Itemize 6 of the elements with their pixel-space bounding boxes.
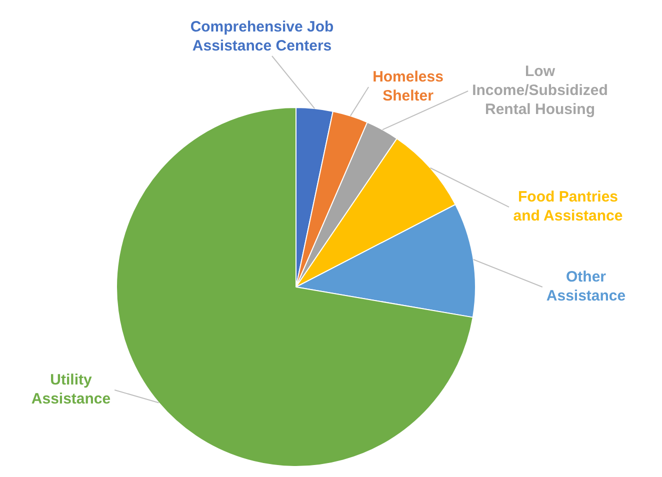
slice-label: Food Pantries and Assistance	[513, 188, 623, 225]
slice-label: Low Income/Subsidized Rental Housing	[472, 63, 608, 118]
slice-label: Comprehensive Job Assistance Centers	[190, 18, 334, 55]
slice-label: Utility Assistance	[31, 372, 111, 408]
slice-label: Other Assistance	[546, 268, 626, 305]
slice-label: Homeless Shelter	[372, 68, 444, 105]
